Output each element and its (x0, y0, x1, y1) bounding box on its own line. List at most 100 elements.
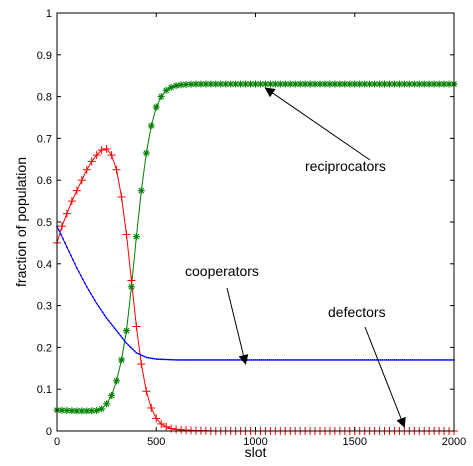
data-point-cooperators (339, 359, 342, 361)
data-point-cooperators (230, 359, 233, 361)
data-point-cooperators (181, 359, 183, 361)
data-point-cooperators (262, 359, 265, 361)
y-tick-label: 0.6 (37, 175, 52, 187)
series-line-reciprocators (56, 83, 454, 412)
data-point-reciprocators (400, 80, 408, 88)
y-tick-label: 0.7 (37, 133, 52, 145)
data-point-cooperators (62, 237, 64, 240)
data-point-cooperators (449, 359, 451, 361)
data-point-reciprocators (445, 80, 453, 88)
data-point-cooperators (250, 359, 253, 361)
data-point-reciprocators (152, 103, 160, 111)
data-point-cooperators (191, 359, 193, 361)
data-point-cooperators (290, 359, 293, 361)
data-point-defectors (87, 157, 96, 166)
data-point-cooperators (409, 359, 412, 361)
data-point-cooperators (117, 332, 120, 335)
data-point-cooperators (417, 359, 420, 361)
data-point-cooperators (451, 359, 453, 361)
data-point-cooperators (169, 358, 172, 361)
data-point-cooperators (81, 278, 84, 281)
data-point-cooperators (429, 359, 432, 361)
data-point-cooperators (234, 359, 237, 361)
y-tick-label: 0.2 (37, 342, 52, 354)
data-point-reciprocators (98, 405, 106, 413)
data-point-cooperators (371, 359, 374, 361)
data-point-cooperators (270, 359, 273, 361)
data-point-cooperators (437, 359, 440, 361)
data-point-cooperators (145, 356, 148, 359)
data-point-cooperators (248, 359, 251, 361)
data-point-cooperators (427, 359, 430, 361)
data-point-cooperators (355, 359, 358, 361)
data-point-cooperators (222, 359, 225, 361)
data-point-defectors (92, 151, 101, 160)
data-point-reciprocators (93, 407, 101, 415)
annotation-defectors: defectors (328, 304, 406, 428)
data-point-cooperators (268, 359, 271, 361)
data-point-cooperators (58, 229, 60, 232)
data-point-reciprocators (122, 327, 130, 335)
data-point-cooperators (385, 359, 388, 361)
data-point-cooperators (73, 262, 76, 265)
data-point-cooperators (296, 359, 299, 361)
data-point-reciprocators (346, 80, 354, 88)
annotation-arrow (264, 87, 371, 161)
data-point-cooperators (375, 359, 378, 361)
data-point-cooperators (208, 359, 211, 361)
annotation-cooperators: cooperators (185, 263, 259, 365)
data-point-defectors (117, 192, 126, 201)
data-point-cooperators (328, 359, 330, 361)
data-point-defectors (142, 387, 151, 396)
data-point-cooperators (274, 359, 277, 361)
data-point-cooperators (109, 322, 112, 325)
data-point-cooperators (121, 337, 124, 340)
x-tick-label: 1000 (243, 436, 267, 448)
data-point-cooperators (111, 324, 114, 327)
data-point-cooperators (335, 359, 338, 361)
data-point-cooperators (306, 359, 309, 361)
data-point-cooperators (115, 329, 118, 332)
data-point-reciprocators (132, 233, 140, 241)
x-tick-label: 2000 (442, 436, 466, 448)
data-point-cooperators (435, 359, 438, 361)
data-point-cooperators (367, 359, 370, 361)
data-point-cooperators (405, 359, 408, 361)
data-point-cooperators (153, 357, 156, 360)
data-point-cooperators (443, 359, 445, 361)
y-tick-label: 0.1 (37, 384, 52, 396)
data-point-cooperators (349, 359, 352, 361)
data-point-cooperators (107, 319, 110, 322)
data-point-cooperators (197, 359, 199, 361)
data-point-cooperators (264, 359, 267, 361)
data-point-cooperators (133, 350, 136, 352)
data-point-cooperators (423, 359, 426, 361)
data-point-cooperators (173, 358, 176, 361)
y-tick-label: 1 (46, 8, 52, 20)
data-point-cooperators (431, 359, 434, 361)
data-point-cooperators (199, 359, 201, 361)
y-tick-label: 0.8 (37, 92, 52, 104)
data-point-cooperators (369, 359, 372, 361)
data-point-cooperators (351, 359, 354, 361)
data-point-reciprocators (103, 400, 111, 408)
data-point-cooperators (167, 358, 170, 361)
data-point-cooperators (334, 359, 336, 361)
data-point-reciprocators (217, 80, 225, 88)
data-point-cooperators (393, 359, 396, 361)
data-point-cooperators (85, 285, 88, 288)
data-point-cooperators (298, 359, 301, 361)
data-point-cooperators (379, 359, 382, 361)
data-point-reciprocators (336, 80, 344, 88)
data-point-cooperators (381, 359, 384, 361)
data-point-cooperators (260, 359, 263, 361)
data-point-defectors (132, 322, 141, 331)
x-tick-label: 1500 (343, 436, 367, 448)
data-point-cooperators (105, 317, 108, 320)
y-tick-label: 0.3 (37, 301, 52, 313)
data-point-cooperators (425, 359, 428, 361)
data-point-cooperators (433, 359, 436, 361)
data-point-reciprocators (137, 187, 145, 195)
data-point-cooperators (103, 314, 106, 317)
data-point-defectors (102, 144, 111, 153)
